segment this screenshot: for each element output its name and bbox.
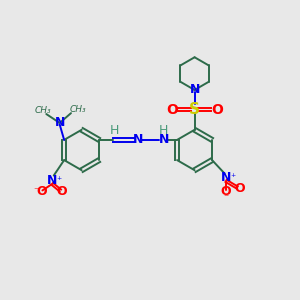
- Text: ⁺: ⁺: [56, 176, 62, 186]
- Text: O: O: [36, 185, 46, 198]
- Text: ⁻: ⁻: [224, 193, 229, 203]
- Text: ⁺: ⁺: [230, 173, 236, 183]
- Text: O: O: [235, 182, 245, 195]
- Text: S: S: [189, 102, 200, 117]
- Text: CH₃: CH₃: [34, 106, 51, 115]
- Text: H: H: [109, 124, 119, 137]
- Text: N: N: [158, 134, 169, 146]
- Text: CH₃: CH₃: [69, 105, 86, 114]
- Text: H: H: [159, 124, 168, 137]
- Text: O: O: [221, 185, 231, 198]
- Text: O: O: [211, 103, 223, 117]
- Text: N: N: [47, 174, 57, 188]
- Text: N: N: [221, 171, 231, 184]
- Text: N: N: [133, 134, 144, 146]
- Text: N: N: [55, 116, 65, 130]
- Text: ⁻: ⁻: [33, 186, 38, 196]
- Text: O: O: [167, 103, 178, 117]
- Text: N: N: [189, 83, 200, 97]
- Text: O: O: [57, 185, 68, 198]
